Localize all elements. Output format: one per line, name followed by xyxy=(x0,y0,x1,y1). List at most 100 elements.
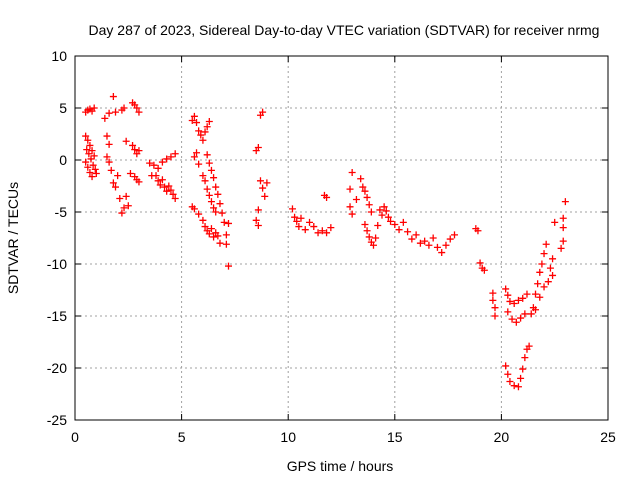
data-point xyxy=(171,150,179,158)
data-point xyxy=(310,223,318,231)
data-point xyxy=(346,185,354,193)
data-point xyxy=(216,239,224,247)
data-point xyxy=(87,155,95,163)
data-point xyxy=(122,192,130,200)
data-point xyxy=(254,144,262,152)
data-point xyxy=(216,200,224,208)
data-point xyxy=(442,241,450,249)
data-point xyxy=(199,136,207,144)
data-point xyxy=(214,190,222,198)
data-point xyxy=(391,220,399,228)
x-tick-label: 0 xyxy=(71,429,79,445)
data-point xyxy=(91,165,99,173)
y-tick-label: -5 xyxy=(55,204,68,220)
data-point xyxy=(222,240,230,248)
data-point xyxy=(225,219,233,227)
data-point xyxy=(103,132,111,140)
y-tick-label: -20 xyxy=(47,360,67,376)
data-point xyxy=(207,225,215,233)
data-point xyxy=(291,213,299,221)
data-point xyxy=(378,211,386,219)
plot-frame xyxy=(74,55,609,421)
data-point xyxy=(256,177,264,185)
data-point xyxy=(404,228,412,236)
data-point xyxy=(190,153,198,161)
data-point xyxy=(425,241,433,249)
data-point xyxy=(86,168,94,176)
x-tick-label: 5 xyxy=(178,429,186,445)
y-tick-label: -15 xyxy=(47,308,67,324)
data-point xyxy=(205,230,213,238)
data-point xyxy=(384,213,392,221)
x-tick-label: 25 xyxy=(600,429,616,445)
data-point xyxy=(89,161,97,169)
data-point xyxy=(259,108,267,116)
data-point xyxy=(84,163,92,171)
data-point xyxy=(167,153,175,161)
data-point xyxy=(205,159,213,167)
data-point xyxy=(88,147,96,155)
data-point xyxy=(190,205,198,213)
y-axis-label: SDTVAR / TECUs xyxy=(5,182,21,294)
data-point xyxy=(109,179,117,187)
data-point xyxy=(252,216,260,224)
data-point xyxy=(536,293,544,301)
data-point xyxy=(116,194,124,202)
data-point xyxy=(261,192,269,200)
data-point xyxy=(190,112,198,120)
data-point xyxy=(532,306,540,314)
data-point xyxy=(517,374,525,382)
data-point xyxy=(510,382,518,390)
data-point xyxy=(301,226,309,234)
data-point xyxy=(86,141,94,149)
data-point xyxy=(83,146,91,154)
data-point xyxy=(214,232,222,240)
data-point xyxy=(363,227,371,235)
data-point xyxy=(314,229,322,237)
data-point xyxy=(421,237,429,245)
data-point xyxy=(112,108,120,116)
data-point xyxy=(514,383,522,391)
data-point xyxy=(105,109,113,117)
data-point xyxy=(476,259,484,267)
data-point xyxy=(363,193,371,201)
data-point xyxy=(158,176,166,184)
data-point xyxy=(433,243,441,251)
data-point xyxy=(357,175,365,183)
data-point xyxy=(549,255,557,263)
data-point xyxy=(489,296,497,304)
data-point xyxy=(135,147,143,155)
data-point xyxy=(295,223,303,231)
data-point xyxy=(205,118,213,126)
data-point xyxy=(193,119,201,127)
y-tick-label: 5 xyxy=(59,100,67,116)
data-point xyxy=(549,271,557,279)
data-point xyxy=(480,266,488,274)
data-point xyxy=(367,208,375,216)
data-point xyxy=(109,93,117,101)
data-point xyxy=(348,210,356,218)
data-point xyxy=(254,222,262,230)
data-point xyxy=(542,240,550,248)
data-point xyxy=(146,159,154,167)
data-point xyxy=(416,239,424,247)
data-point xyxy=(519,294,527,302)
data-point xyxy=(502,362,510,370)
data-point xyxy=(112,183,120,191)
data-point xyxy=(446,235,454,243)
data-point xyxy=(135,178,143,186)
data-point xyxy=(369,241,377,249)
data-point xyxy=(491,304,499,312)
data-point xyxy=(263,179,271,187)
data-point xyxy=(195,127,203,135)
data-points xyxy=(82,93,569,391)
grid-layer xyxy=(75,56,608,420)
data-point xyxy=(521,354,529,362)
data-point xyxy=(201,223,209,231)
data-point xyxy=(293,217,301,225)
data-point xyxy=(346,203,354,211)
data-point xyxy=(382,207,390,215)
data-point xyxy=(169,190,177,198)
y-tick-label: 10 xyxy=(51,48,67,64)
